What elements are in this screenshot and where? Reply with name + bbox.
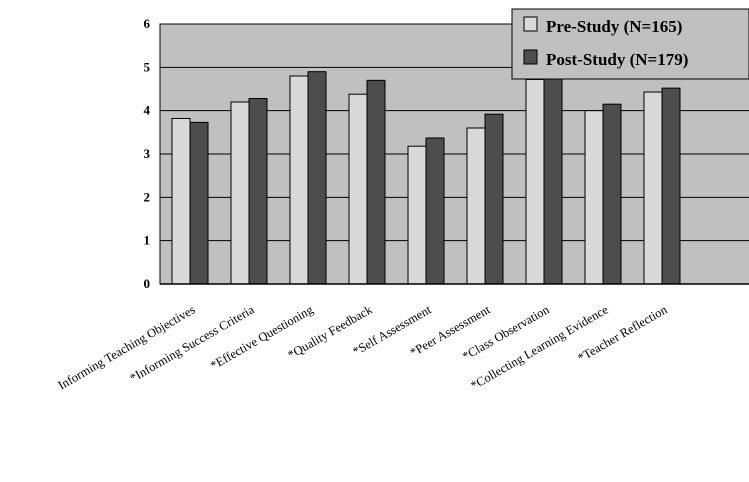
bar-pre-study	[289, 75, 309, 285]
y-tick-label: 1	[144, 233, 151, 248]
bar-pre-study	[643, 91, 663, 285]
bar-post-study	[248, 98, 268, 285]
y-tick-label: 0	[144, 276, 151, 291]
bar-post-study	[484, 113, 504, 285]
bar-post-study	[307, 71, 327, 285]
bar-post-study	[366, 79, 386, 285]
legend-label-post-study: Post-Study (N=179)	[546, 50, 688, 69]
bar-pre-study	[525, 78, 545, 285]
legend-box	[511, 8, 749, 80]
legend-swatch-pre-study	[523, 16, 538, 32]
bar-pre-study	[407, 145, 427, 285]
bar-pre-study	[584, 110, 604, 285]
x-tick-label: *Effective Questioning	[208, 302, 316, 373]
legend-label-pre-study: Pre-Study (N=165)	[546, 17, 682, 36]
y-tick-label: 4	[144, 103, 151, 118]
y-tick-label: 6	[144, 16, 151, 31]
bar-post-study	[189, 121, 209, 285]
bar-post-study	[602, 103, 622, 285]
x-axis-tick-labels: Informing Teaching Objectives *Informing…	[56, 302, 671, 393]
y-tick-label: 3	[144, 146, 151, 161]
legend-swatch-post-study	[523, 49, 538, 65]
bar-post-study	[425, 137, 445, 285]
legend: Pre-Study (N=165) Post-Study (N=179)	[511, 8, 749, 80]
bar-pre-study	[348, 93, 368, 285]
bar-post-study	[661, 87, 681, 285]
bar-pre-study	[230, 101, 250, 285]
bars	[171, 66, 681, 285]
bar-post-study	[543, 66, 563, 285]
y-tick-label: 5	[144, 59, 151, 74]
bar-pre-study	[466, 127, 486, 285]
y-axis-tick-labels: 0 1 2 3 4 5 6	[144, 16, 151, 291]
y-tick-label: 2	[144, 189, 151, 204]
bar-pre-study	[171, 117, 191, 285]
